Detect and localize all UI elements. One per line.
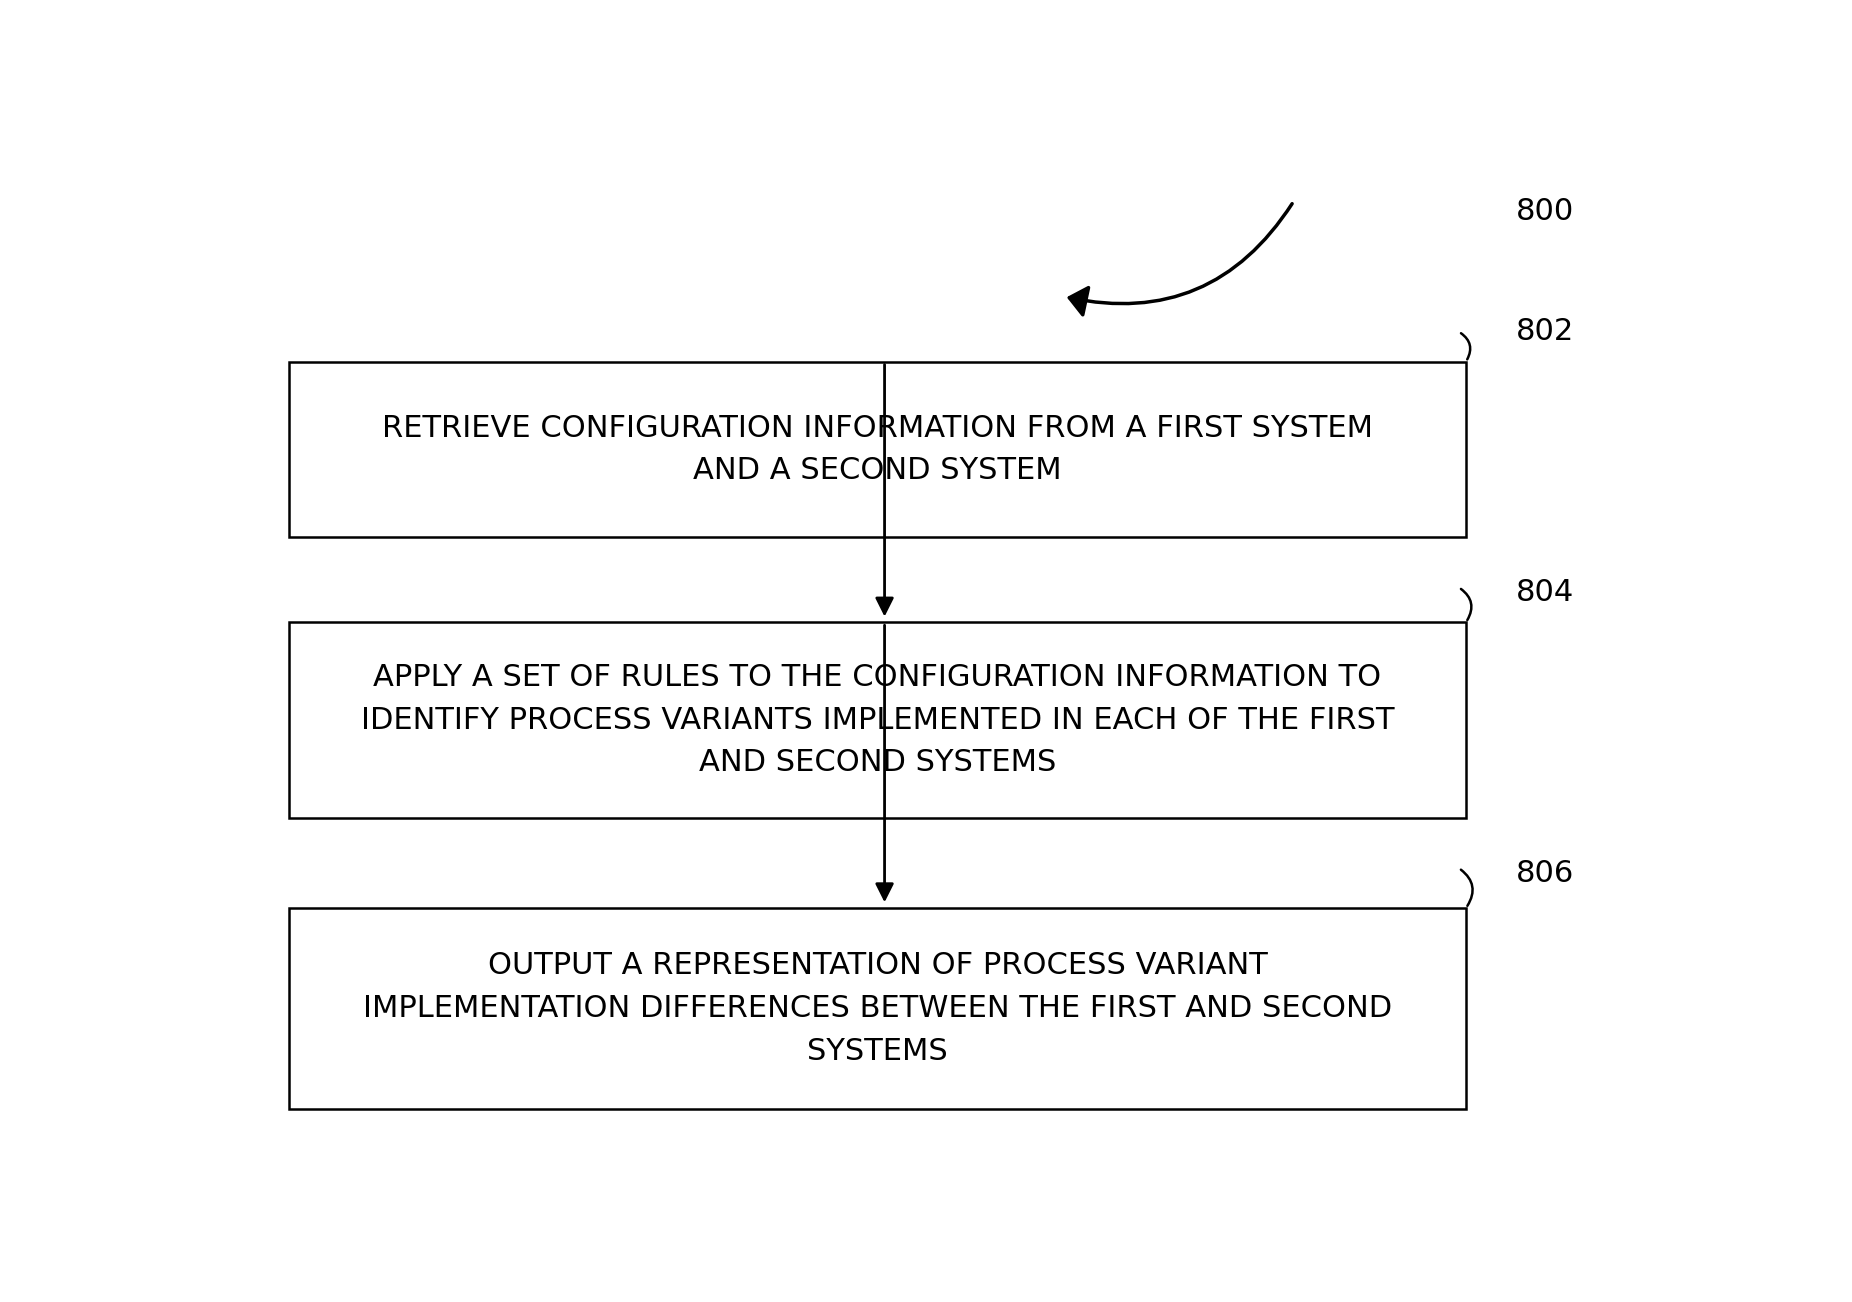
- Text: 802: 802: [1517, 318, 1574, 346]
- Text: RETRIEVE CONFIGURATION INFORMATION FROM A FIRST SYSTEM
AND A SECOND SYSTEM: RETRIEVE CONFIGURATION INFORMATION FROM …: [382, 414, 1372, 486]
- Bar: [289, 622, 1467, 818]
- FancyArrowPatch shape: [1461, 589, 1470, 620]
- Bar: [289, 909, 1467, 1109]
- FancyArrowPatch shape: [1461, 870, 1472, 906]
- Text: OUTPUT A REPRESENTATION OF PROCESS VARIANT
IMPLEMENTATION DIFFERENCES BETWEEN TH: OUTPUT A REPRESENTATION OF PROCESS VARIA…: [363, 950, 1393, 1066]
- FancyArrowPatch shape: [1461, 333, 1470, 359]
- Text: 804: 804: [1517, 578, 1574, 607]
- FancyArrowPatch shape: [1069, 203, 1293, 315]
- Text: 800: 800: [1517, 197, 1574, 225]
- Bar: [289, 362, 1467, 538]
- Text: APPLY A SET OF RULES TO THE CONFIGURATION INFORMATION TO
IDENTIFY PROCESS VARIAN: APPLY A SET OF RULES TO THE CONFIGURATIO…: [361, 663, 1395, 777]
- Text: 806: 806: [1517, 858, 1574, 888]
